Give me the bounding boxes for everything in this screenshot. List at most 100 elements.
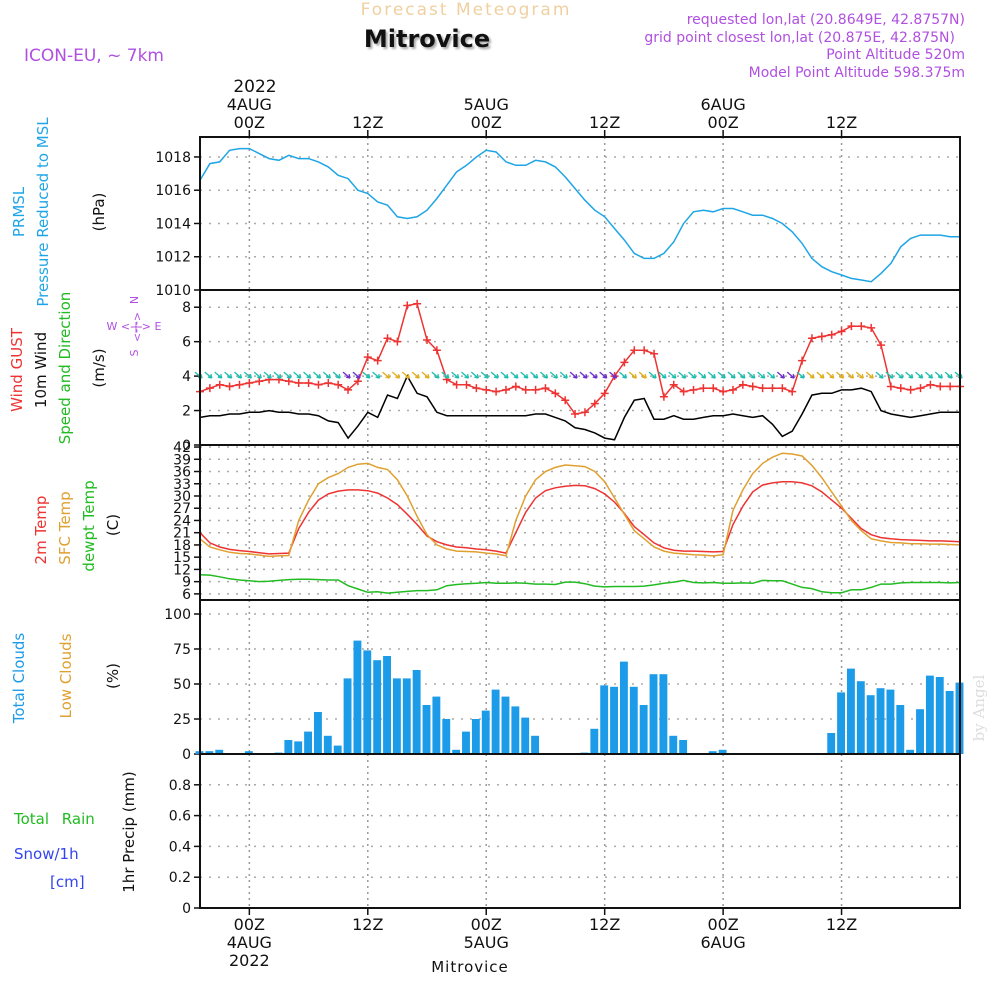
cloud-bar bbox=[244, 751, 253, 754]
gust-point bbox=[689, 385, 698, 394]
wind-direction-arrow bbox=[697, 371, 707, 379]
gust-point bbox=[630, 346, 639, 355]
cloud-bar bbox=[669, 735, 678, 754]
y-tick-label: 0.4 bbox=[169, 839, 191, 855]
wind-direction-arrow bbox=[944, 371, 953, 379]
gust-point bbox=[531, 385, 540, 394]
wind-direction-arrow bbox=[382, 371, 391, 379]
gust-point bbox=[225, 382, 234, 391]
gust-point bbox=[521, 385, 530, 394]
wind-direction-arrow bbox=[539, 371, 549, 379]
gust-point bbox=[788, 387, 797, 396]
gust-point bbox=[857, 322, 866, 331]
wind-direction-arrow bbox=[530, 371, 539, 379]
location-title: Mitrovice bbox=[364, 25, 490, 53]
cloud-bar bbox=[363, 650, 372, 754]
cloud-bar bbox=[619, 661, 628, 754]
gust-point bbox=[847, 322, 856, 331]
cloud-bar bbox=[304, 731, 313, 754]
y-tick-label: 100 bbox=[164, 607, 191, 623]
y-tick-label: 8 bbox=[182, 300, 191, 316]
cloud-bar bbox=[886, 689, 895, 754]
gust-point bbox=[304, 379, 313, 387]
cloud-bar bbox=[284, 740, 293, 754]
gust-point bbox=[798, 356, 807, 365]
gust-point bbox=[492, 387, 501, 396]
wind-direction-arrow bbox=[618, 371, 628, 379]
cloud-bar bbox=[205, 751, 214, 754]
wind-direction-arrow bbox=[806, 371, 815, 379]
cloud-bar bbox=[294, 741, 303, 754]
wind-direction-arrow bbox=[757, 371, 766, 379]
wind-direction-arrow bbox=[441, 371, 450, 379]
gust-point bbox=[896, 384, 905, 393]
total-clouds-label: Total Clouds bbox=[10, 633, 28, 725]
cloud-bar bbox=[610, 686, 618, 754]
dewpt-temp-label: dewpt Temp bbox=[80, 480, 98, 571]
cloud-bar bbox=[925, 675, 934, 754]
series-line-sfc-temp bbox=[199, 452, 961, 558]
wind-speed-direction-label: Speed and Direction bbox=[56, 292, 74, 445]
wind-direction-arrow bbox=[786, 371, 795, 379]
gust-point bbox=[541, 384, 550, 393]
cloud-bar bbox=[383, 656, 391, 754]
top-time-label: 12Z bbox=[589, 113, 620, 132]
gust-point bbox=[413, 299, 422, 308]
wind-direction-arrow bbox=[915, 371, 924, 379]
cloud-bar bbox=[945, 691, 954, 754]
cloud-bar bbox=[679, 740, 688, 754]
y-tick-label: 12 bbox=[173, 562, 191, 578]
y-tick-label: 1012 bbox=[155, 250, 191, 266]
y-tick-label: 39 bbox=[173, 452, 191, 468]
gust-point bbox=[659, 392, 668, 401]
y-tick-label: 4 bbox=[182, 369, 191, 385]
gust-point bbox=[936, 382, 945, 391]
wind-direction-arrow bbox=[312, 371, 322, 379]
wind-direction-arrow bbox=[520, 371, 529, 379]
cloud-bar bbox=[659, 674, 668, 754]
cloud-bar bbox=[906, 749, 915, 754]
gust-point bbox=[432, 346, 441, 355]
y-tick-label: 0 bbox=[182, 747, 191, 763]
wind-direction-arrow bbox=[204, 371, 213, 379]
gust-point bbox=[669, 380, 678, 389]
panel-frame bbox=[199, 444, 961, 601]
wind-direction-arrow bbox=[707, 371, 716, 379]
wind-direction-arrow bbox=[461, 371, 470, 379]
wind-direction-arrow bbox=[391, 371, 401, 379]
gust-point bbox=[817, 332, 826, 341]
gust-point bbox=[837, 327, 846, 336]
y-tick-label: 15 bbox=[173, 550, 191, 566]
y-tick-label: 33 bbox=[173, 477, 191, 493]
cloud-bar bbox=[215, 749, 224, 754]
gust-point bbox=[501, 385, 510, 394]
cloud-bar bbox=[343, 678, 352, 754]
gust-point bbox=[640, 346, 649, 355]
cloud-bar bbox=[866, 695, 875, 754]
gust-point bbox=[709, 384, 718, 393]
wind-direction-arrow bbox=[362, 371, 371, 379]
wind-direction-arrow bbox=[332, 371, 341, 379]
gust-point bbox=[215, 380, 224, 389]
wind-direction-arrow bbox=[678, 371, 687, 379]
wind-direction-arrow bbox=[224, 371, 233, 379]
cloud-bar bbox=[392, 678, 401, 754]
gust-point bbox=[728, 385, 737, 394]
gust-point bbox=[423, 335, 432, 344]
cloud-bar bbox=[935, 677, 944, 754]
wind-direction-arrow bbox=[875, 371, 884, 379]
y-tick-label: 1010 bbox=[155, 283, 191, 299]
wind-direction-arrow bbox=[569, 371, 578, 379]
gust-point bbox=[738, 380, 747, 389]
wind-direction-arrow bbox=[451, 371, 460, 379]
gust-point bbox=[294, 379, 303, 387]
gust-point bbox=[571, 410, 580, 418]
cloud-bar bbox=[708, 751, 717, 754]
top-time-label: 00Z bbox=[707, 113, 738, 132]
top-time-label: 12Z bbox=[352, 113, 383, 132]
cloud-bar bbox=[373, 660, 382, 754]
temp-2m-label: 2m Temp bbox=[32, 496, 50, 565]
low-clouds-label: Low Clouds bbox=[57, 633, 75, 718]
wind-direction-arrow bbox=[855, 371, 864, 379]
